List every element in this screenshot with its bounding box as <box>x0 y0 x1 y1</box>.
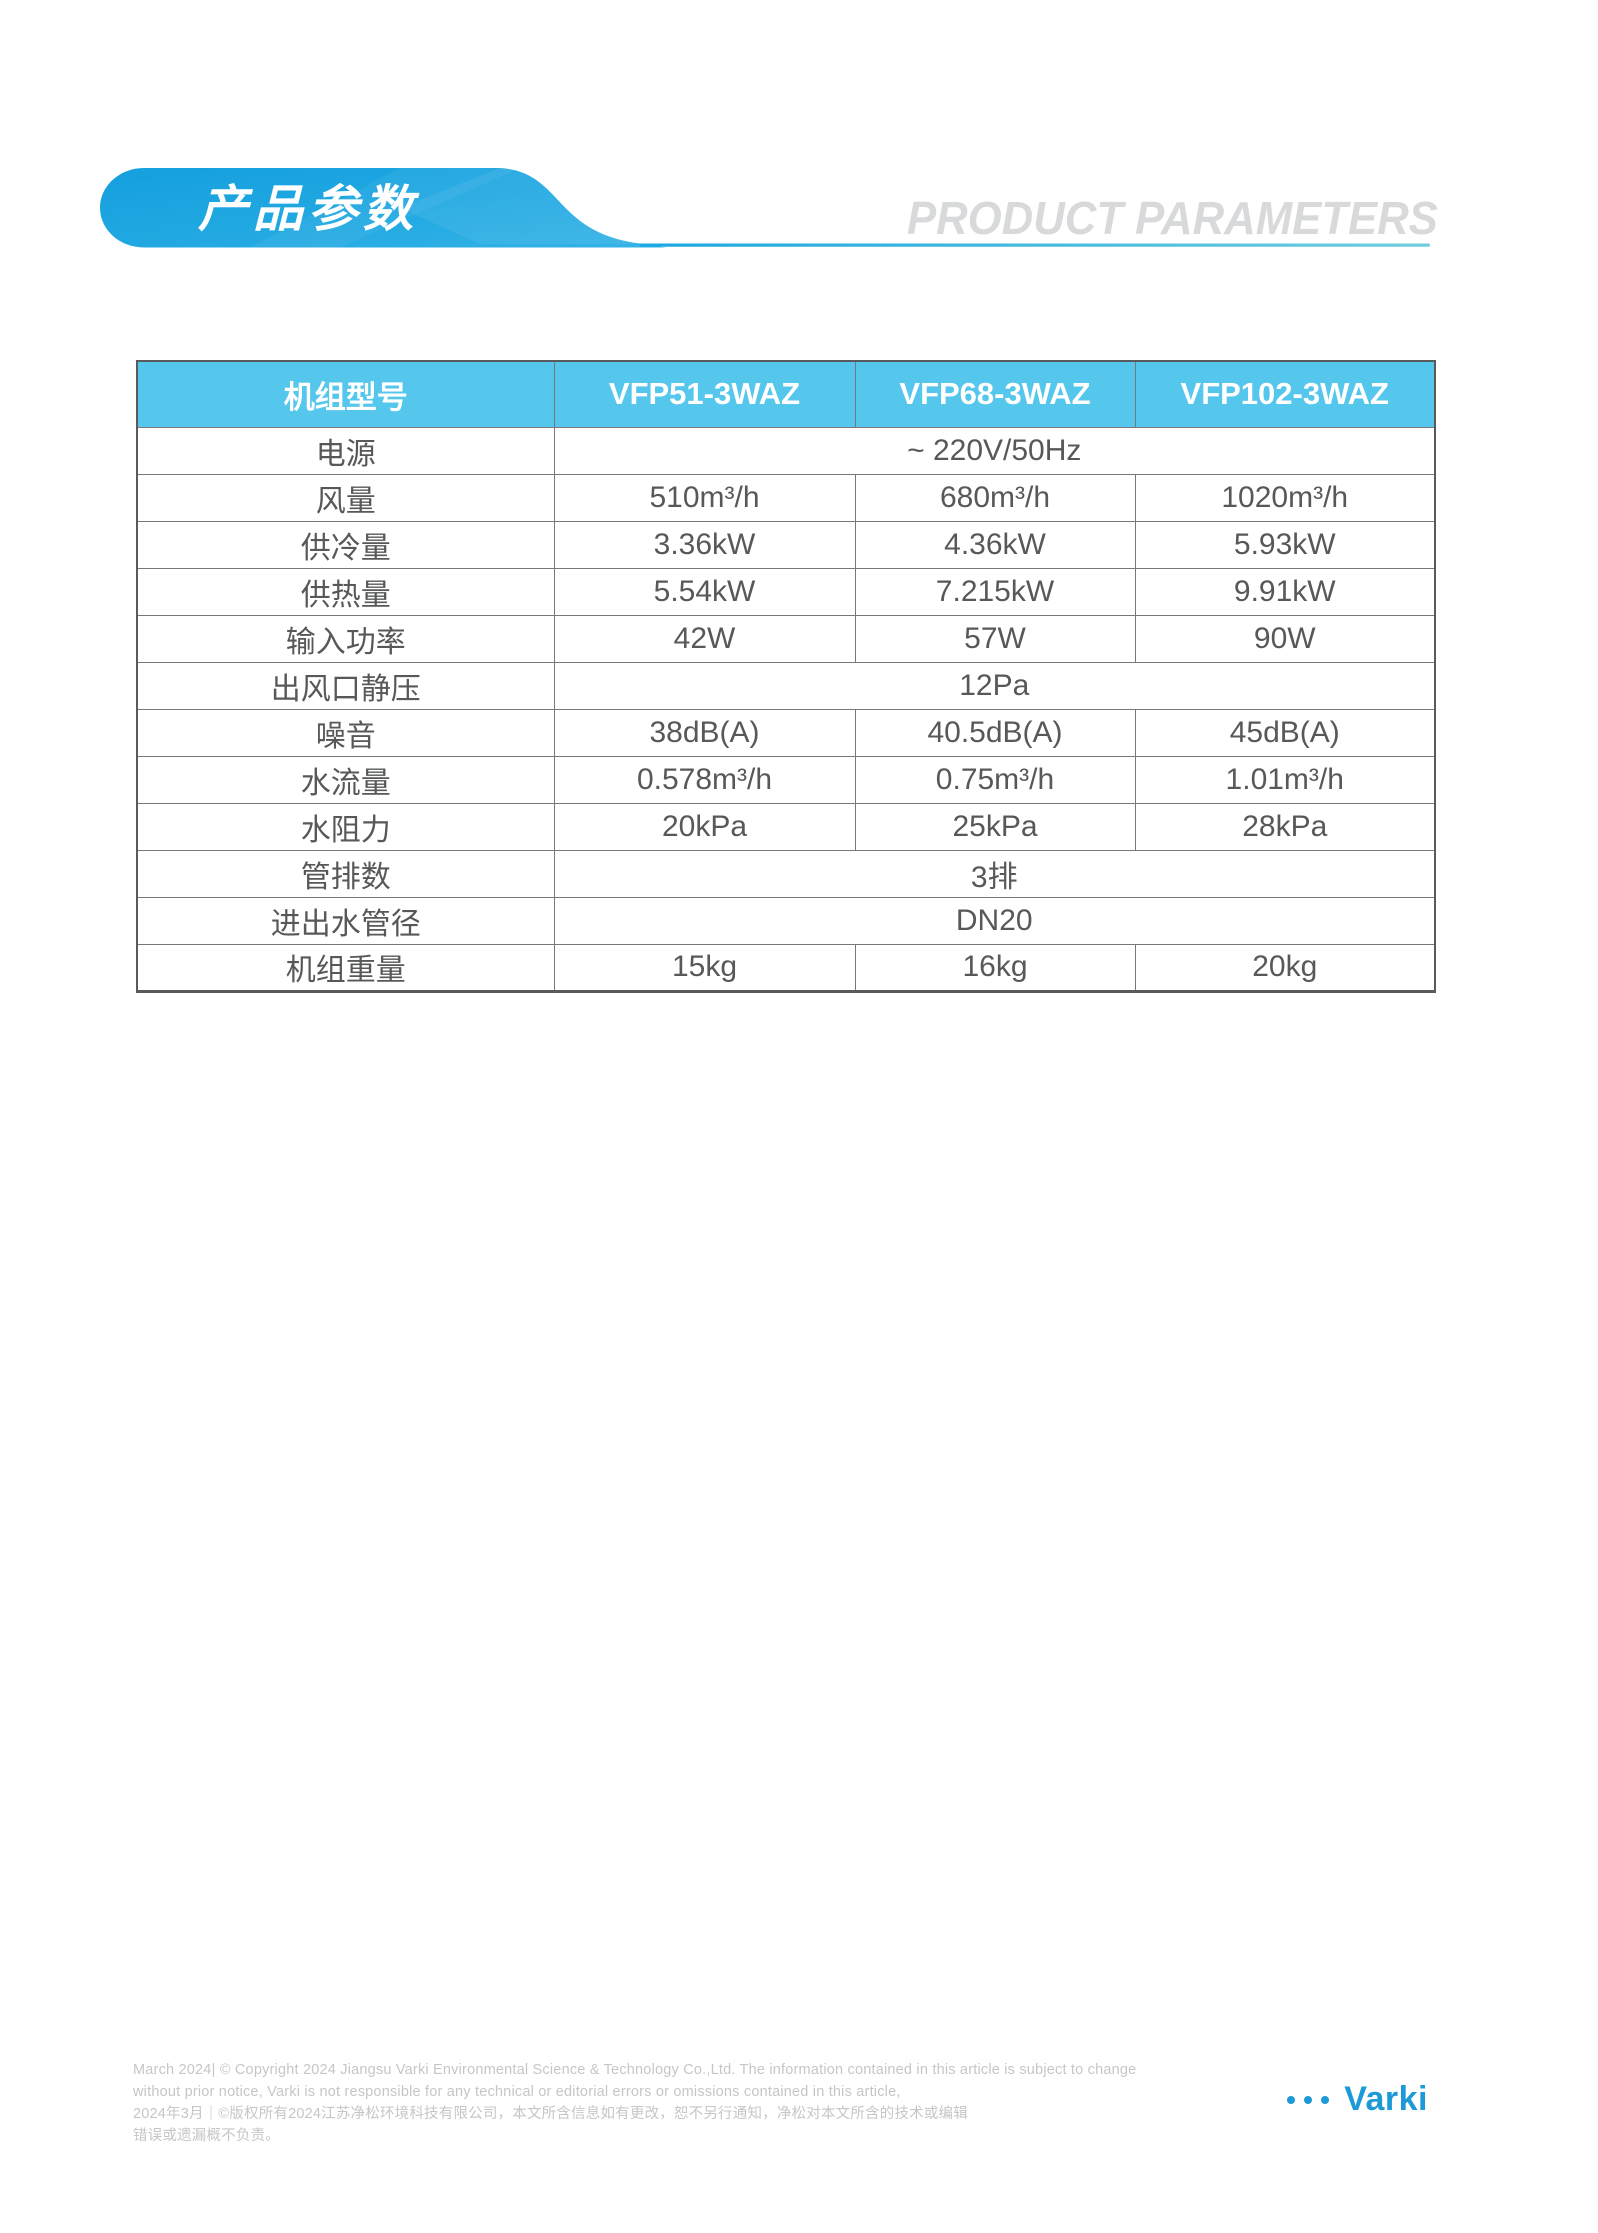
column-header-vfp51: VFP51-3WAZ <box>553 360 856 428</box>
table-row: 水流量 0.578m³/h 0.75m³/h 1.01m³/h <box>136 755 1436 804</box>
legal-line-en-2: without prior notice, Varki is not respo… <box>133 2084 901 2100</box>
row-label: 输入功率 <box>136 614 555 663</box>
legal-text: March 2024| © Copyright 2024 Jiangsu Var… <box>133 2059 1136 2147</box>
column-header-model-label: 机组型号 <box>136 360 555 428</box>
row-value: 0.75m³/h <box>854 755 1136 804</box>
row-value-spanning: 3排 <box>553 849 1436 898</box>
row-label: 供热量 <box>136 567 555 616</box>
row-value: 38dB(A) <box>553 708 856 757</box>
row-value: 42W <box>553 614 856 663</box>
product-parameters-table: 机组型号 VFP51-3WAZ VFP68-3WAZ VFP102-3WAZ 电… <box>136 360 1436 993</box>
row-value: 57W <box>854 614 1136 663</box>
row-value-spanning: ~ 220V/50Hz <box>553 426 1436 475</box>
row-label: 水流量 <box>136 755 555 804</box>
brand-logo: Varki <box>1287 2080 1428 2119</box>
page-title-en: PRODUCT PARAMETERS <box>907 192 1438 244</box>
table-row: 输入功率 42W 57W 90W <box>136 614 1436 663</box>
row-label: 出风口静压 <box>136 661 555 710</box>
legal-line-en-1: March 2024| © Copyright 2024 Jiangsu Var… <box>133 2062 1137 2078</box>
row-value: 9.91kW <box>1134 567 1436 616</box>
row-value: 28kPa <box>1134 802 1436 851</box>
row-value: 45dB(A) <box>1134 708 1436 757</box>
row-value: 3.36kW <box>553 520 856 569</box>
row-value: 1020m³/h <box>1134 473 1436 522</box>
row-value: 90W <box>1134 614 1436 663</box>
table-row: 水阻力 20kPa 25kPa 28kPa <box>136 802 1436 851</box>
page-header: 产品参数 PRODUCT PARAMETERS <box>0 0 1598 300</box>
row-value: 25kPa <box>854 802 1136 851</box>
row-label: 风量 <box>136 473 555 522</box>
brand-name: Varki <box>1344 2080 1428 2118</box>
row-value: 15kg <box>553 943 856 992</box>
table-row: 供热量 5.54kW 7.215kW 9.91kW <box>136 567 1436 616</box>
row-value: 0.578m³/h <box>553 755 856 804</box>
page-title: 产品参数 <box>198 181 418 237</box>
column-header-vfp102: VFP102-3WAZ <box>1134 360 1436 428</box>
row-value: 1.01m³/h <box>1134 755 1436 804</box>
row-value: 5.54kW <box>553 567 856 616</box>
row-value: 510m³/h <box>553 473 856 522</box>
table-row: 电源 ~ 220V/50Hz <box>136 426 1436 475</box>
table-row: 供冷量 3.36kW 4.36kW 5.93kW <box>136 520 1436 569</box>
row-value: 4.36kW <box>854 520 1136 569</box>
row-label: 进出水管径 <box>136 896 555 945</box>
row-value: 7.215kW <box>854 567 1136 616</box>
row-label: 管排数 <box>136 849 555 898</box>
row-value: 20kg <box>1134 943 1436 992</box>
row-value: 5.93kW <box>1134 520 1436 569</box>
row-label: 噪音 <box>136 708 555 757</box>
title-ribbon-graphic <box>100 168 1430 248</box>
row-label: 机组重量 <box>136 943 555 992</box>
table-row: 噪音 38dB(A) 40.5dB(A) 45dB(A) <box>136 708 1436 757</box>
table-row: 机组重量 15kg 16kg 20kg <box>136 943 1436 992</box>
table-row: 出风口静压 12Pa <box>136 661 1436 710</box>
row-label: 电源 <box>136 426 555 475</box>
table-row: 进出水管径 DN20 <box>136 896 1436 945</box>
row-value: 680m³/h <box>854 473 1136 522</box>
legal-line-zh-2: 错误或遗漏概不负责。 <box>133 2128 280 2144</box>
table-row: 风量 510m³/h 680m³/h 1020m³/h <box>136 473 1436 522</box>
table-header-row: 机组型号 VFP51-3WAZ VFP68-3WAZ VFP102-3WAZ <box>136 360 1436 428</box>
row-value-spanning: 12Pa <box>553 661 1436 710</box>
row-label: 水阻力 <box>136 802 555 851</box>
row-value: 40.5dB(A) <box>854 708 1136 757</box>
row-value: 16kg <box>854 943 1136 992</box>
table-row: 管排数 3排 <box>136 849 1436 898</box>
row-value: 20kPa <box>553 802 856 851</box>
brand-dot-icon <box>1321 2095 1330 2104</box>
column-header-vfp68: VFP68-3WAZ <box>854 360 1136 428</box>
brand-dot-icon <box>1304 2095 1313 2104</box>
legal-line-zh-1: 2024年3月｜©版权所有2024江苏净松环境科技有限公司，本文所含信息如有更改… <box>133 2106 968 2122</box>
brand-dot-icon <box>1287 2095 1296 2104</box>
row-value-spanning: DN20 <box>553 896 1436 945</box>
row-label: 供冷量 <box>136 520 555 569</box>
